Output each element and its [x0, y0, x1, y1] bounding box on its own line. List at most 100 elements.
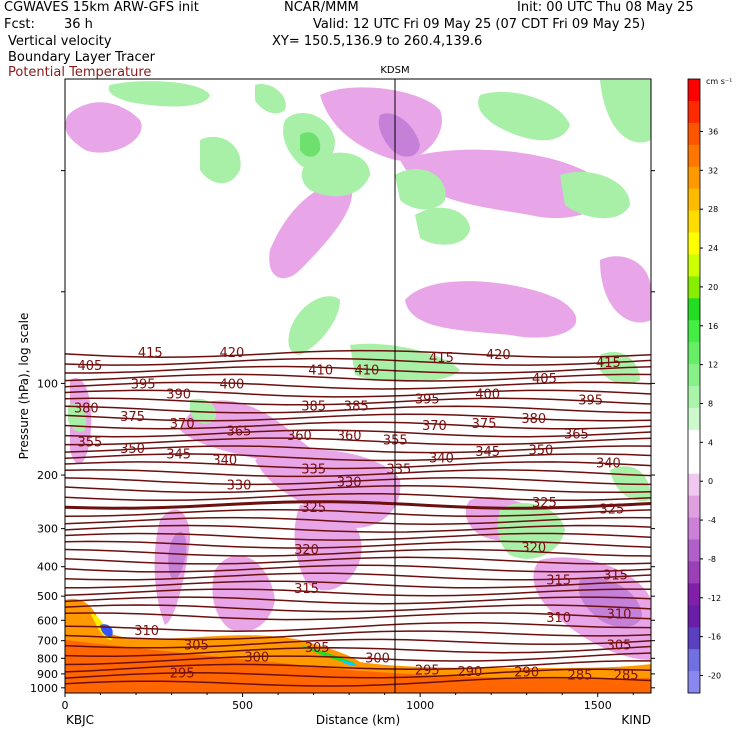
plot-area: 420 415 415 420 415 405 410 410 405 395 400 390 395 4… — [65, 79, 651, 693]
theta-label: 395 — [415, 392, 440, 407]
y-tick-label: 700 — [37, 635, 58, 648]
theta-contour — [65, 453, 651, 462]
theta-label: 290 — [457, 665, 482, 680]
theta-contour — [65, 572, 651, 581]
theta-label: 285 — [568, 669, 593, 684]
theta-contour — [65, 405, 651, 414]
theta-label: 325 — [532, 496, 557, 511]
y-tick-label: 200 — [37, 469, 58, 482]
section-endpoints: XY= 150.5,136.9 to 260.4,139.6 — [272, 34, 483, 49]
ascent-region — [301, 152, 370, 197]
org-label: NCAR/MMM — [284, 0, 359, 15]
y-tick-label: 1000 — [30, 682, 58, 695]
theta-label: 325 — [301, 501, 326, 516]
colorbar-tick-label: 4 — [708, 438, 713, 447]
colorbar-swatch — [688, 122, 700, 146]
theta-label: 320 — [521, 541, 546, 556]
theta-contour — [65, 357, 651, 366]
valid-time: Valid: 12 UTC Fri 09 May 25 (07 CDT Fri … — [313, 17, 646, 32]
colorbar-swatch — [688, 386, 700, 409]
x-tick-label: 500 — [232, 699, 253, 712]
theta-label: 410 — [308, 363, 333, 378]
colorbar-units: cm s⁻¹ — [706, 77, 732, 86]
colorbar-tick-label: 28 — [708, 205, 718, 214]
x-tick-label: 1500 — [584, 699, 612, 712]
theta-label: 315 — [546, 573, 571, 588]
theta-label: 400 — [220, 377, 245, 392]
theta-contour — [65, 596, 651, 605]
theta-contour — [65, 548, 651, 557]
ascent-region — [478, 91, 570, 141]
theta-label: 320 — [294, 543, 319, 558]
theta-label: 285 — [614, 669, 639, 684]
ascent-region — [395, 169, 446, 210]
theta-label: 375 — [120, 410, 145, 425]
theta-label: 335 — [301, 462, 326, 477]
x-axis-label: Distance (km) — [316, 713, 400, 727]
theta-contour — [65, 429, 651, 438]
boundary-layer-tracer — [65, 598, 651, 693]
field-vertical-velocity: Vertical velocity — [8, 34, 112, 49]
theta-contour — [65, 652, 651, 666]
colorbar-tick-label: 16 — [708, 322, 718, 331]
colorbar-swatch — [688, 517, 700, 540]
theta-label: 410 — [354, 363, 379, 378]
theta-contour — [65, 638, 651, 649]
theta-label: 420 — [486, 348, 511, 363]
descent-region — [600, 256, 651, 323]
theta-contour — [65, 492, 651, 502]
descent-region — [212, 555, 275, 632]
ascent-region — [300, 132, 321, 157]
theta-label: 400 — [475, 388, 500, 403]
theta-contour — [65, 540, 651, 549]
ascent-region — [108, 81, 210, 107]
station-kbjc: KBJC — [66, 713, 94, 727]
colorbar-tick-label: 36 — [708, 127, 718, 136]
colorbar-swatch — [688, 298, 700, 321]
theta-label: 365 — [564, 427, 589, 442]
theta-label: 290 — [514, 666, 539, 681]
colorbar-swatch — [688, 649, 700, 672]
theta-label: 370 — [170, 417, 195, 432]
colorbar-swatch — [688, 100, 700, 124]
theta-contour — [65, 612, 651, 621]
forecast-hour: 36 h — [64, 17, 93, 32]
descent-region — [65, 102, 142, 153]
theta-label: 415 — [429, 351, 454, 366]
colorbar-tick-label: 20 — [708, 283, 718, 292]
theta-contour — [65, 500, 651, 510]
colorbar-swatch — [688, 495, 700, 519]
theta-label: 375 — [472, 417, 497, 432]
colorbar-tick-label: -12 — [708, 594, 721, 603]
theta-label: 380 — [521, 412, 546, 427]
colorbar-tick-label: -4 — [708, 516, 716, 525]
theta-label: 315 — [603, 569, 628, 584]
theta-label: 350 — [120, 442, 145, 457]
theta-label: 315 — [294, 582, 319, 597]
descent-region — [378, 113, 420, 157]
theta-contour — [65, 516, 651, 525]
theta-contour — [65, 365, 651, 374]
theta-label: 340 — [212, 454, 237, 469]
colorbar-frame — [687, 78, 701, 694]
descent-region — [400, 149, 605, 219]
x-tick-label: 1000 — [406, 699, 434, 712]
theta-label: 300 — [365, 651, 390, 666]
theta-label: 395 — [131, 377, 156, 392]
y-tick-label: 300 — [37, 523, 58, 536]
theta-label: 405 — [532, 372, 557, 387]
x-axis: 0 500 1000 1500 — [62, 693, 634, 712]
colorbar-swatch — [688, 364, 700, 387]
theta-label: 385 — [344, 399, 369, 414]
ascent-region — [497, 502, 565, 559]
colorbar-tick-label: -8 — [708, 555, 716, 564]
theta-contour — [65, 461, 651, 470]
colorbar-swatch — [688, 627, 700, 650]
theta-contour — [65, 668, 651, 679]
theta-contour — [65, 437, 651, 446]
theta-label: 295 — [415, 663, 440, 678]
theta-label: 305 — [607, 638, 632, 653]
theta-label: 355 — [77, 435, 102, 450]
